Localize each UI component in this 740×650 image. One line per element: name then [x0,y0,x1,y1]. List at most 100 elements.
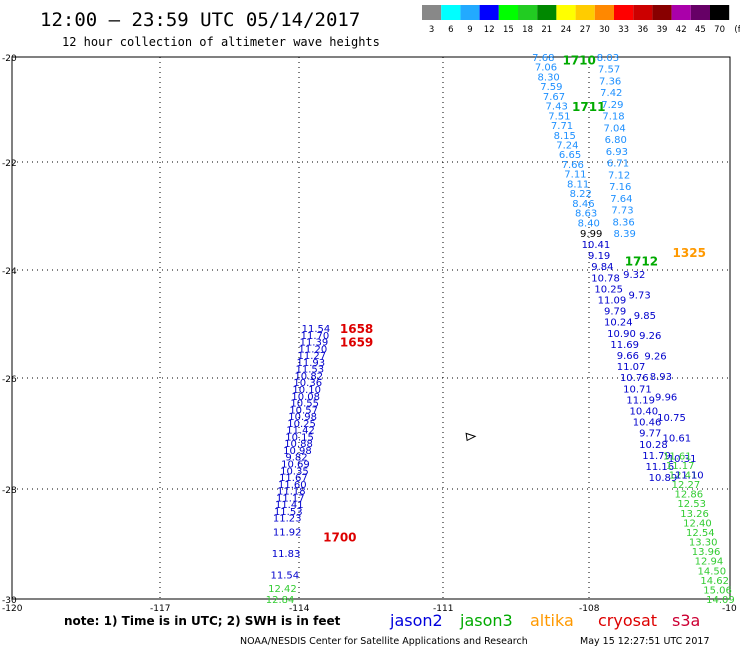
wave-height-value: 11.39 [300,338,329,349]
lon-label-111: -111 [433,604,453,614]
wave-height-value: 10.98 [283,446,312,457]
wave-height-value: 7.18 [602,112,624,123]
lat-label-30: -30 [2,596,17,606]
pass-time-label: 1658 [340,322,373,336]
wave-height-value: 12.42 [268,584,297,595]
wave-height-value: 10.28 [639,440,668,451]
colorbar-label: 15 [503,25,514,35]
wave-height-value: 10.61 [662,434,691,445]
wave-height-value: 8.03 [597,53,619,64]
wave-height-value: 12.86 [675,490,704,501]
colorbar-label: 12 [484,25,495,35]
wave-height-value: 7.71 [551,121,573,132]
footer-credit: NOAA/NESDIS Center for Satellite Applica… [240,636,528,647]
wave-height-value: 6.65 [559,150,581,161]
colorbar-swatch-13 [671,5,691,20]
wave-height-value: 10.98 [288,412,317,423]
wave-height-value: 11.09 [598,295,627,306]
wave-height-value: 12.54 [686,528,715,539]
colorbar-swatch-10 [614,5,634,20]
wave-height-value: 8.40 [578,218,600,229]
wave-height-value: 9.26 [644,352,666,363]
wave-height-value: 7.67 [543,92,565,103]
footer-timestamp: May 15 12:27:51 UTC 2017 [580,636,709,647]
wave-height-value: 7.29 [601,100,623,111]
colorbar-label: 27 [580,25,591,35]
wave-height-value: 10.55 [290,399,319,410]
colorbar-swatch-1 [441,5,461,20]
lat-label-24: -24 [2,267,17,277]
lon-label-105: -10 [722,604,737,614]
track-b-blue: 9.329.739.859.269.268.939.9610.7510.6110… [623,270,696,465]
wave-height-value: 9.19 [588,251,610,262]
wave-height-value: 11.93 [297,358,326,369]
wave-height-value: 11.53 [295,365,324,376]
colorbar-swatch-9 [594,5,614,20]
location-marker-icon [465,432,477,442]
wave-height-value: 9.77 [639,429,661,440]
wave-height-value: 11.10 [675,470,704,481]
colorbar-swatch-5 [518,5,538,20]
wave-height-value: 13.30 [689,538,718,549]
wave-height-value: 11.17 [276,493,305,504]
pass-time-label: 1659 [340,336,373,350]
colorbar-label: (ft) [734,25,740,35]
wave-height-value: 9.26 [639,331,661,342]
colorbar-swatch-4 [498,5,518,20]
colorbar-label: 24 [561,25,572,35]
wave-height-value: 12.27 [672,480,701,491]
wave-height-value: 10.75 [657,413,686,424]
lat-label-22: -22 [2,159,17,169]
legend-item-jason3: jason3 [459,611,513,630]
pass-time-label: 1712 [625,254,658,268]
colorbar-label: 3 [429,25,434,35]
wave-height-value: 11.27 [298,351,327,362]
wave-height-value: 14.62 [700,576,729,587]
wave-height-value: 11.42 [286,426,315,437]
wave-height-value: 9.96 [655,393,677,404]
lon-label-117: -117 [150,604,170,614]
wave-height-value: 14.09 [706,595,735,606]
wave-height-value: 11.20 [299,344,328,355]
wave-height-value: 9.85 [634,311,656,322]
track-b-light: 8.037.577.367.427.297.187.046.806.936.71… [597,53,636,240]
lat-label-28: -28 [2,486,17,496]
wave-height-value: 7.57 [598,65,620,76]
colorbar-swatch-8 [575,5,595,20]
wave-height-tracks: 11.5411.7011.3911.2011.2711.9311.5310.82… [266,53,735,606]
wave-height-value: 12.84 [266,595,295,606]
pass-time-label: 1325 [673,246,706,260]
wave-height-value: 10.78 [591,273,620,284]
wave-height-value: 10.31 [668,454,697,465]
legend-item-altika: altika [530,611,574,630]
wave-height-value: 9.84 [591,262,613,273]
pass-time-label: 1700 [323,531,356,545]
colorbar-swatch-0 [422,5,442,20]
wave-height-value: 11.92 [273,527,302,538]
wave-height-value: 9.82 [285,453,307,464]
wave-height-value: 10.90 [607,329,636,340]
wave-height-value: 14.50 [697,566,726,577]
wave-height-value: 7.16 [609,182,631,193]
colorbar-swatch-11 [633,5,653,20]
wave-height-value: 7.11 [564,170,586,181]
track-c-green: 11.6111.1712.4112.2712.8612.5313.2612.40… [663,451,735,606]
wave-height-value: 7.06 [535,63,557,74]
pass-time-label: 1710 [562,54,595,68]
wave-height-value: 10.41 [582,240,611,251]
wave-height-value: 10.88 [284,439,313,450]
wave-height-value: 7.42 [600,88,622,99]
wave-height-value: 7.73 [611,206,633,217]
satellite-legend: jason2 jason3 altika cryosat s3a [389,611,700,630]
wave-height-value: 8.46 [572,199,594,210]
wave-height-value: 7.12 [608,170,630,181]
legend-item-jason2: jason2 [389,611,443,630]
colorbar-label: 45 [695,25,706,35]
wave-height-value: 8.22 [570,189,592,200]
wave-height-value: 11.79 [642,451,671,462]
wave-height-value: 7.66 [562,160,584,171]
wave-height-value: 11.67 [279,473,308,484]
